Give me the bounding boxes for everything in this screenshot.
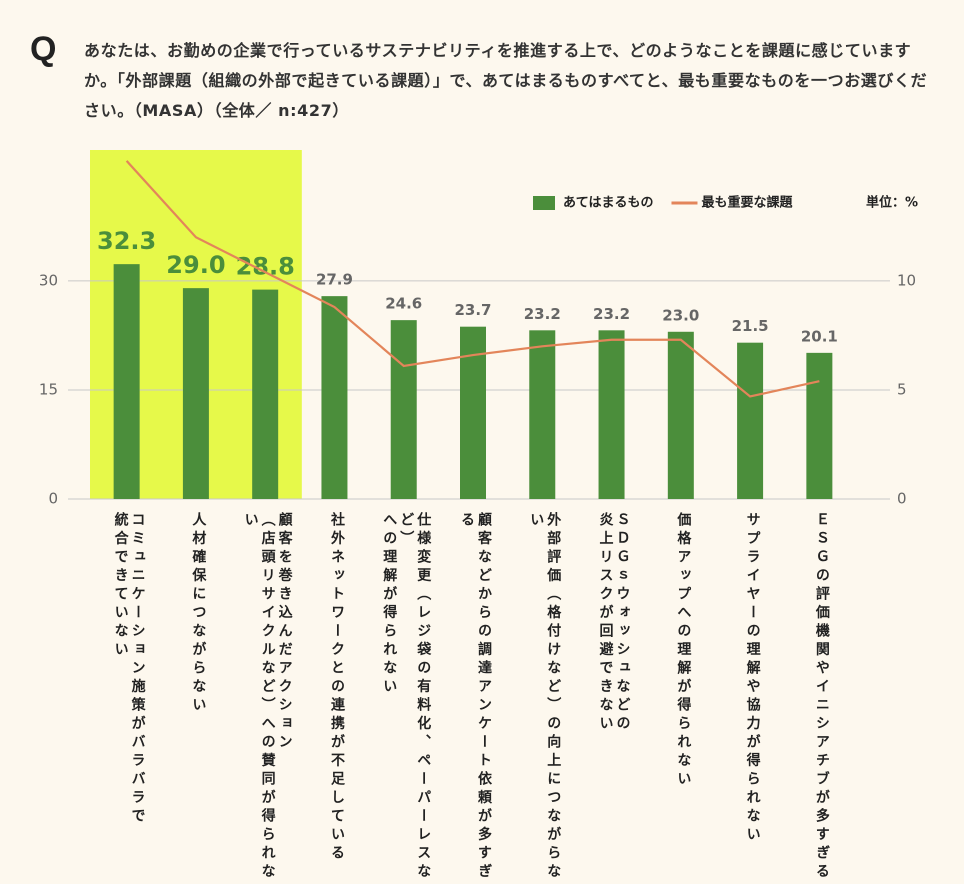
x-tick-label: 価格アップへの理解が得られない <box>675 512 692 790</box>
x-tick-label: 外部評価（格付けなど）の向上につながらない <box>528 512 562 882</box>
chart-title: あなたは、お勤めの企業で行っているサステナビリティを推進する上で、どのようなこと… <box>84 41 928 120</box>
y2-tick-label: 0 <box>897 490 907 508</box>
value-label: 21.5 <box>732 317 769 335</box>
legend-label: あてはまるもの <box>563 196 653 211</box>
value-label: 23.2 <box>524 305 561 323</box>
bar <box>252 289 279 499</box>
bar <box>460 326 486 499</box>
line <box>125 160 820 398</box>
x-tick-label: ＥＳＧの評価機関やイニシアチブが多すぎる <box>813 512 830 882</box>
bar <box>806 352 833 499</box>
bar <box>390 320 417 499</box>
bar <box>321 296 348 499</box>
unit-label: 単位：% <box>866 195 918 211</box>
value-label: 23.0 <box>662 306 699 324</box>
bar <box>667 331 694 499</box>
bar <box>529 330 556 499</box>
legend-swatch <box>533 196 555 210</box>
value-label: 27.9 <box>316 271 353 289</box>
y2-tick-label: 5 <box>897 380 907 398</box>
x-tick-label: 顧客を巻き込んだアクション （店頭リサイクルなど）への賛同が得られない <box>242 512 293 882</box>
bar <box>737 342 764 499</box>
value-label: 32.3 <box>97 227 156 255</box>
x-tick-label: 仕様変更（レジ袋の有料化、ペーパーレスなど） への理解が得られない <box>381 512 432 882</box>
x-tick-label: 顧客などからの調達アンケート依頼が多すぎる <box>459 512 492 882</box>
value-label: 20.1 <box>801 327 838 345</box>
x-tick-label: ＳＤＧｓウォッシュなどの 炎上リスクが回避できない <box>597 512 631 734</box>
x-tick-label: 人材確保につながらない <box>190 512 207 716</box>
value-label: 28.8 <box>236 253 295 281</box>
legend-label: 最も重要な課題 <box>701 195 793 211</box>
bar <box>598 330 625 499</box>
value-label: 23.7 <box>454 301 491 319</box>
question-mark: Q <box>30 30 57 68</box>
y2-tick-label: 10 <box>897 271 916 289</box>
value-label: 24.6 <box>385 295 422 313</box>
x-tick-label: コミュニケーション施策がバラバラで 統合できていない <box>112 512 146 827</box>
x-tick-label: 社外ネットワークとの連携が不足している <box>328 512 345 864</box>
value-label: 23.2 <box>593 305 630 323</box>
y-tick-label: 15 <box>39 380 58 398</box>
bar <box>182 288 209 499</box>
y-tick-label: 30 <box>39 271 58 289</box>
x-tick-label: サプライヤーの理解や協力が得られない <box>744 512 761 845</box>
bar <box>113 264 140 499</box>
y-tick-label: 0 <box>48 490 58 508</box>
value-label: 29.0 <box>166 251 225 279</box>
